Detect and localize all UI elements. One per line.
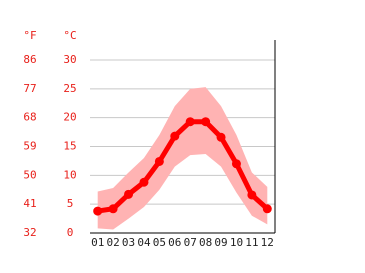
y2-tick-label: 32 (23, 226, 36, 239)
y2-tick-label: 41 (23, 197, 36, 210)
temperature-range (97, 87, 268, 230)
x-tick-label: 01 (91, 236, 104, 249)
temperature-point (216, 132, 226, 142)
y-tick-label: 30 (63, 53, 76, 66)
x-tick-label: 10 (230, 236, 243, 249)
x-tick-label: 05 (153, 236, 166, 249)
y-tick-label: 0 (67, 226, 74, 239)
x-tick-label: 06 (168, 236, 181, 249)
x-tick-label: 02 (107, 236, 120, 249)
temperature-point (108, 204, 118, 214)
x-tick-label: 11 (245, 236, 258, 249)
y-tick-label: 25 (63, 82, 76, 95)
y2-axis-label: °F (23, 29, 36, 42)
temperature-point (93, 206, 103, 216)
x-tick-label: 04 (137, 236, 151, 249)
y2-tick-label: 86 (23, 53, 36, 66)
temperature-point (201, 117, 211, 127)
temperature-point (247, 190, 257, 200)
temperature-point (139, 177, 149, 187)
y2-tick-label: 68 (23, 111, 36, 124)
temperature-point (262, 204, 272, 214)
x-tick-label: 07 (184, 236, 197, 249)
temperature-point (154, 156, 164, 166)
temperature-point (185, 117, 195, 127)
temperature-point (124, 189, 134, 199)
y-tick-label: 20 (63, 111, 76, 124)
y-tick-label: 15 (63, 140, 76, 153)
y-tick-label: 10 (63, 168, 76, 181)
x-tick-label: 09 (214, 236, 227, 249)
x-tick-label: 12 (261, 236, 274, 249)
x-tick-label: 08 (199, 236, 212, 249)
y-tick-label: 5 (67, 197, 74, 210)
y-axis-label: °C (63, 29, 76, 42)
y2-tick-label: 50 (23, 168, 36, 181)
temperature-point (170, 131, 180, 141)
y2-tick-label: 77 (23, 82, 36, 95)
y2-tick-label: 59 (23, 140, 36, 153)
temperature-point (231, 159, 241, 169)
x-tick-label: 03 (122, 236, 135, 249)
